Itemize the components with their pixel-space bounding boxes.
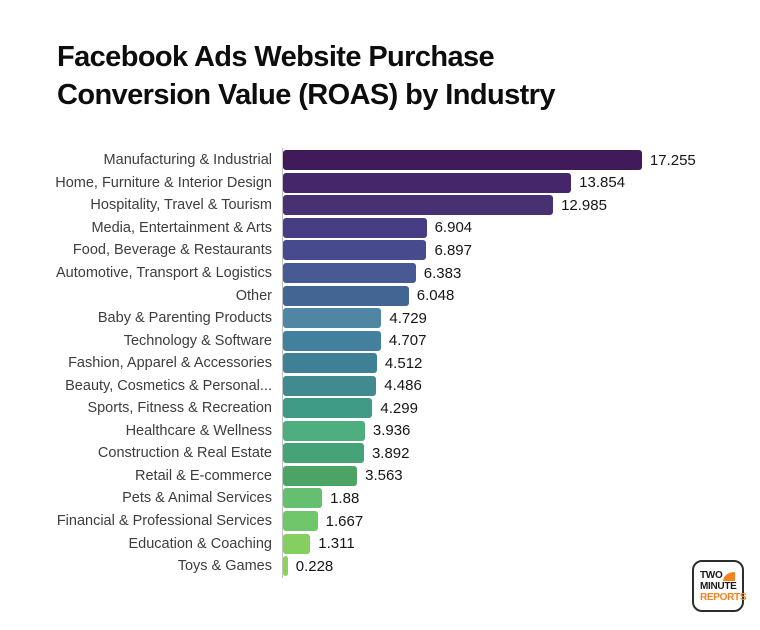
category-label: Beauty, Cosmetics & Personal...	[65, 377, 272, 394]
bar	[283, 465, 358, 486]
value-label: 4.299	[380, 399, 418, 417]
value-label: 0.228	[295, 557, 334, 575]
category-label: Pets & Animal Services	[122, 490, 272, 507]
value-label: 6.897	[434, 241, 472, 259]
logo-fin-icon	[723, 571, 736, 581]
bar-row: Beauty, Cosmetics & Personal... 4.486	[0, 374, 760, 397]
value-label: 4.729	[389, 309, 427, 327]
value-label: 1.311	[318, 535, 355, 553]
value-label: 4.707	[388, 332, 427, 350]
value-label: 3.936	[372, 422, 411, 440]
bar	[283, 330, 381, 351]
category-label: Hospitality, Travel & Tourism	[90, 197, 272, 214]
category-label: Automotive, Transport & Logistics	[56, 265, 272, 281]
bar	[283, 172, 572, 193]
value-label: 6.383	[423, 264, 462, 282]
bar	[283, 556, 288, 577]
value-label: 4.512	[384, 354, 423, 372]
logo-text-minute: MINUTE	[700, 580, 737, 592]
bar-row: Automotive, Transport & Logistics 6.383	[0, 262, 760, 285]
value-label: 1.88	[330, 489, 360, 507]
category-label: Fashion, Apparel & Accessories	[68, 355, 272, 372]
value-label: 17.255	[649, 151, 696, 169]
bar-row: Baby & Parenting Products 4.729	[0, 307, 760, 330]
category-label: Retail & E-commerce	[135, 467, 272, 484]
bar	[283, 398, 373, 419]
category-label: Education & Coaching	[128, 535, 273, 552]
bar-row: Healthcare & Wellness 3.936	[0, 420, 760, 443]
value-label: 1.667	[325, 512, 364, 530]
bar-row: Other 6.048	[0, 284, 760, 307]
category-label: Home, Furniture & Interior Design	[55, 174, 272, 191]
category-label: Manufacturing & Industrial	[103, 152, 272, 169]
chart-title: Facebook Ads Website Purchase Conversion…	[57, 38, 555, 114]
bar	[283, 308, 382, 329]
value-label: 4.486	[384, 377, 422, 395]
bar	[283, 488, 323, 509]
bar-row: Hospitality, Travel & Tourism 12.985	[0, 194, 760, 217]
two-minute-reports-logo: TWO MINUTE REPORTS	[692, 560, 747, 612]
bar-row: Food, Beverage & Restaurants 6.897	[0, 239, 760, 262]
category-label: Food, Beverage & Restaurants	[72, 242, 272, 259]
bar	[283, 195, 554, 216]
bar	[283, 240, 427, 261]
category-label: Media, Entertainment & Arts	[91, 219, 272, 236]
bar-row: Technology & Software 4.707	[0, 329, 760, 352]
bar-row: Financial & Professional Services 1.667	[0, 510, 760, 533]
bar	[283, 533, 311, 554]
logo-text-reports: REPORTS	[700, 591, 747, 603]
bar	[283, 420, 365, 441]
bar-row: Pets & Animal Services 1.88	[0, 487, 760, 510]
bar	[283, 511, 318, 532]
chart-title-line-1: Facebook Ads Website Purchase	[57, 41, 495, 73]
bar-chart: Manufacturing & Industrial 17.255 Home, Fu…	[0, 148, 760, 580]
bar-row: Media, Entertainment & Arts 6.904	[0, 217, 760, 240]
category-label: Other	[235, 287, 272, 304]
bar	[283, 217, 427, 238]
logo-text-two: TWO	[700, 569, 723, 581]
bar-row: Fashion, Apparel & Accessories 4.512	[0, 352, 760, 375]
category-label: Sports, Fitness & Recreation	[87, 400, 272, 417]
category-label: Financial & Professional Services	[56, 513, 272, 530]
value-label: 6.904	[434, 219, 473, 237]
bar-row: Retail & E-commerce 3.563	[0, 465, 760, 488]
value-label: 6.048	[416, 287, 455, 305]
bar-row: Manufacturing & Industrial 17.255	[0, 149, 760, 172]
bar	[283, 150, 642, 171]
bar	[283, 443, 364, 464]
y-axis-line	[282, 148, 283, 578]
category-label: Toys & Games	[177, 558, 272, 575]
chart-title-line-2: Conversion Value (ROAS) by Industry	[57, 79, 555, 111]
category-label: Healthcare & Wellness	[125, 422, 272, 439]
value-label: 3.892	[371, 444, 410, 462]
bar	[283, 263, 416, 283]
category-label: Baby & Parenting Products	[97, 310, 272, 327]
logo-row-top: TWO	[700, 570, 742, 581]
value-label: 12.985	[561, 196, 607, 214]
bar-row: Education & Coaching 1.311	[0, 532, 760, 555]
bar-row: Sports, Fitness & Recreation 4.299	[0, 397, 760, 420]
category-label: Technology & Software	[123, 332, 272, 349]
bar	[283, 375, 377, 396]
value-label: 13.854	[579, 174, 626, 192]
bar	[283, 285, 409, 306]
bar-row: Home, Furniture & Interior Design 13.854	[0, 172, 760, 195]
bar-row: Toys & Games 0.228	[0, 555, 760, 578]
bar	[283, 353, 377, 374]
value-label: 3.563	[365, 467, 403, 485]
bar-rows: Manufacturing & Industrial 17.255 Home, Fu…	[0, 149, 760, 577]
bar-row: Construction & Real Estate 3.892	[0, 442, 760, 465]
category-label: Construction & Real Estate	[97, 445, 272, 462]
